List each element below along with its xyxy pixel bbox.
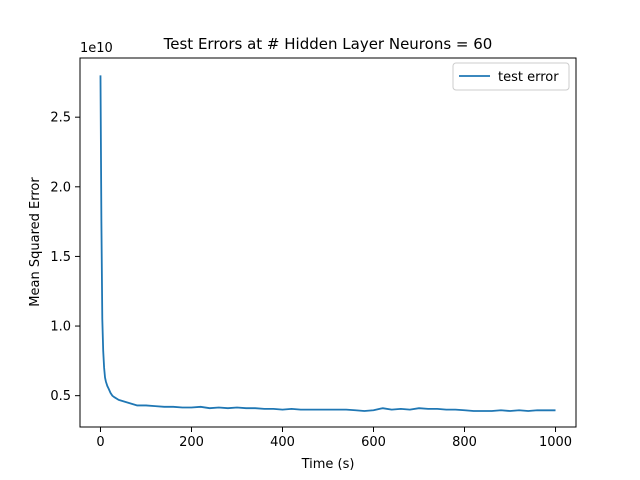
chart-title: Test Errors at # Hidden Layer Neurons = … bbox=[163, 35, 493, 53]
x-tick-label: 1000 bbox=[539, 435, 572, 450]
legend: test error bbox=[452, 62, 570, 91]
series-line-test-error bbox=[99, 75, 556, 412]
y-tick-label: 1.5 bbox=[50, 250, 71, 265]
plot-frame bbox=[79, 57, 577, 428]
x-tick-label: 800 bbox=[452, 435, 477, 450]
x-tick-label: 600 bbox=[361, 435, 386, 450]
x-tick-label: 200 bbox=[179, 435, 204, 450]
y-tick-label: 1.0 bbox=[50, 320, 71, 335]
y-axis: 0.5 1.0 1.5 2.0 2.5 bbox=[50, 111, 80, 404]
plot-area: 0 200 400 600 800 1000 0.5 1.0 1.5 2.0 2.5 bbox=[50, 57, 577, 450]
y-tick-label: 2.0 bbox=[50, 180, 71, 195]
y-tick-label: 2.5 bbox=[50, 111, 71, 126]
x-tick-label: 0 bbox=[96, 435, 104, 450]
legend-entry-test-error: test error bbox=[498, 70, 559, 85]
y-axis-label: Mean Squared Error bbox=[28, 177, 43, 307]
legend-box bbox=[452, 62, 570, 91]
y-offset-label: 1e10 bbox=[80, 41, 113, 56]
x-axis-label: Time (s) bbox=[301, 457, 355, 472]
x-axis: 0 200 400 600 800 1000 bbox=[96, 427, 572, 450]
x-tick-label: 400 bbox=[270, 435, 295, 450]
y-tick-label: 0.5 bbox=[50, 389, 71, 404]
